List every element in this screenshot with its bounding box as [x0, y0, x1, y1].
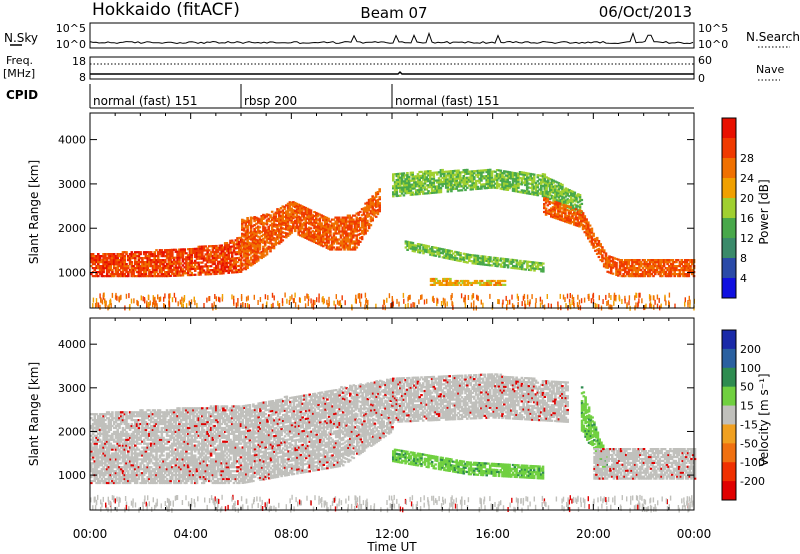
colorbar-tick-label: 8 — [740, 252, 747, 265]
colorbar-swatch — [722, 278, 736, 299]
freq-unit-label: [MHz] — [3, 67, 35, 80]
cpid-panel: CPID normal (fast) 151 rbsp 200 normal (fa… — [6, 84, 694, 109]
range-tick-label: 3000 — [58, 382, 86, 395]
station-title: Hokkaido (fitACF) — [92, 0, 240, 20]
colorbar-swatch — [722, 481, 736, 501]
colorbar-swatch — [722, 330, 736, 350]
noise-left-tick-low: 10^0 — [56, 38, 86, 51]
colorbar-swatch — [722, 443, 736, 463]
colorbar-swatch — [722, 386, 736, 407]
range-tick-label: 3000 — [58, 178, 86, 191]
time-tick-label: 08:00 — [274, 527, 309, 541]
time-tick-label: 04:00 — [173, 527, 208, 541]
colorbar-swatch — [722, 405, 736, 425]
time-tick-label: 00:00 — [73, 527, 108, 541]
range-tick-label: 2000 — [58, 222, 86, 235]
power-band-1 — [241, 188, 381, 271]
colorbar-tick-label: -100 — [740, 456, 765, 469]
colorbar-swatch — [722, 238, 736, 259]
colorbar-tick-label: 24 — [740, 172, 754, 185]
colorbar-tick-label: 28 — [740, 152, 754, 165]
velocity-band-4 — [593, 448, 697, 480]
colorbar-swatch — [722, 367, 736, 388]
range-tick-label: 2000 — [58, 425, 86, 438]
time-tick-label: 16:00 — [475, 527, 510, 541]
colorbar-swatch — [722, 138, 736, 159]
range-tick-label: 1000 — [58, 469, 86, 482]
noise-sky-label: N.Sky — [4, 31, 38, 45]
date-label: 06/Oct/2013 — [599, 3, 692, 21]
time-tick-label: 20:00 — [576, 527, 611, 541]
range-tick-label: 4000 — [58, 338, 86, 351]
colorbar-tick-label: 50 — [740, 381, 754, 394]
noise-search-label: N.Search — [746, 30, 800, 44]
time-axis-label: Time UT — [366, 540, 417, 554]
cpid-segment-label: normal (fast) 151 — [395, 94, 499, 108]
velocity-band-1 — [392, 373, 569, 423]
colorbar-swatch — [722, 218, 736, 239]
colorbar-tick-label: 16 — [740, 212, 754, 225]
time-axis: 00:00 04:00 08:00 12:00 16:00 20:00 00:00 — [73, 527, 712, 541]
colorbar-tick-label: 200 — [740, 343, 761, 356]
noise-left-tick-high: 10^5 — [56, 22, 86, 35]
cpid-segment-label: rbsp 200 — [244, 94, 297, 108]
power-band-5 — [543, 197, 696, 278]
colorbar-swatch — [722, 158, 736, 179]
colorbar-swatch — [722, 258, 736, 279]
colorbar-tick-label: -200 — [740, 475, 765, 488]
velocity-colorbar-title: Velocity [m s⁻¹] — [757, 373, 771, 466]
colorbar-swatch — [722, 424, 736, 444]
velocity-band-2 — [392, 448, 545, 480]
cpid-label: CPID — [6, 88, 38, 102]
freq-tick-high: 18 — [72, 55, 86, 68]
noise-panel: N.Sky 10^5 10^0 10^5 10^0 N.Search — [4, 22, 800, 51]
noise-right-tick-high: 10^5 — [698, 22, 728, 35]
time-tick-label: 12:00 — [375, 527, 410, 541]
power-band-4 — [429, 277, 507, 286]
nave-tick-high: 60 — [698, 54, 712, 67]
freq-label: Freq. — [6, 54, 33, 67]
range-tick-label: 1000 — [58, 267, 86, 280]
power-heatmap — [90, 168, 696, 311]
power-colorbar: 4 8 12 16 20 24 28 — [721, 117, 754, 299]
colorbar-swatch — [722, 348, 736, 369]
power-panel: 1000 2000 3000 4000 Slant Range [km] — [27, 112, 696, 311]
range-tick-label: 4000 — [58, 134, 86, 147]
power-ylabel: Slant Range [km] — [27, 160, 41, 264]
colorbar-swatch — [722, 118, 736, 139]
power-band-0 — [90, 236, 243, 278]
noise-right-tick-low: 10^0 — [698, 38, 728, 51]
colorbar-tick-label: -50 — [740, 437, 758, 450]
cpid-segment-label: normal (fast) 151 — [93, 94, 197, 108]
velocity-panel: 1000 2000 3000 4000 Slant Range [km] — [27, 317, 697, 513]
beam-label: Beam 07 — [360, 4, 427, 22]
velocity-band-0 — [90, 378, 394, 485]
freq-tick-low: 8 — [79, 71, 86, 84]
colorbar-tick-label: 15 — [740, 400, 754, 413]
colorbar-tick-label: 12 — [740, 232, 754, 245]
nave-tick-low: 0 — [698, 72, 705, 85]
freq-trace — [90, 71, 694, 75]
noise-trace — [89, 31, 694, 45]
colorbar-tick-label: 4 — [740, 272, 747, 285]
colorbar-swatch — [722, 462, 736, 482]
colorbar-tick-label: -15 — [740, 418, 758, 431]
time-tick-label: 00:00 — [677, 527, 712, 541]
power-colorbar-title: Power [dB] — [757, 179, 771, 244]
colorbar-swatch — [722, 198, 736, 219]
velocity-colorbar: 200 100 50 15 -15 -50 -100 -200 — [721, 329, 765, 501]
nave-label: Nave — [756, 63, 784, 76]
power-band-3 — [404, 240, 545, 273]
frequency-panel: Freq. [MHz] 18 8 60 0 Nave — [3, 54, 784, 85]
velocity-heatmap — [90, 373, 697, 513]
colorbar-tick-label: 20 — [740, 192, 754, 205]
velocity-ylabel: Slant Range [km] — [27, 362, 41, 466]
colorbar-tick-label: 100 — [740, 362, 761, 375]
colorbar-swatch — [722, 178, 736, 199]
